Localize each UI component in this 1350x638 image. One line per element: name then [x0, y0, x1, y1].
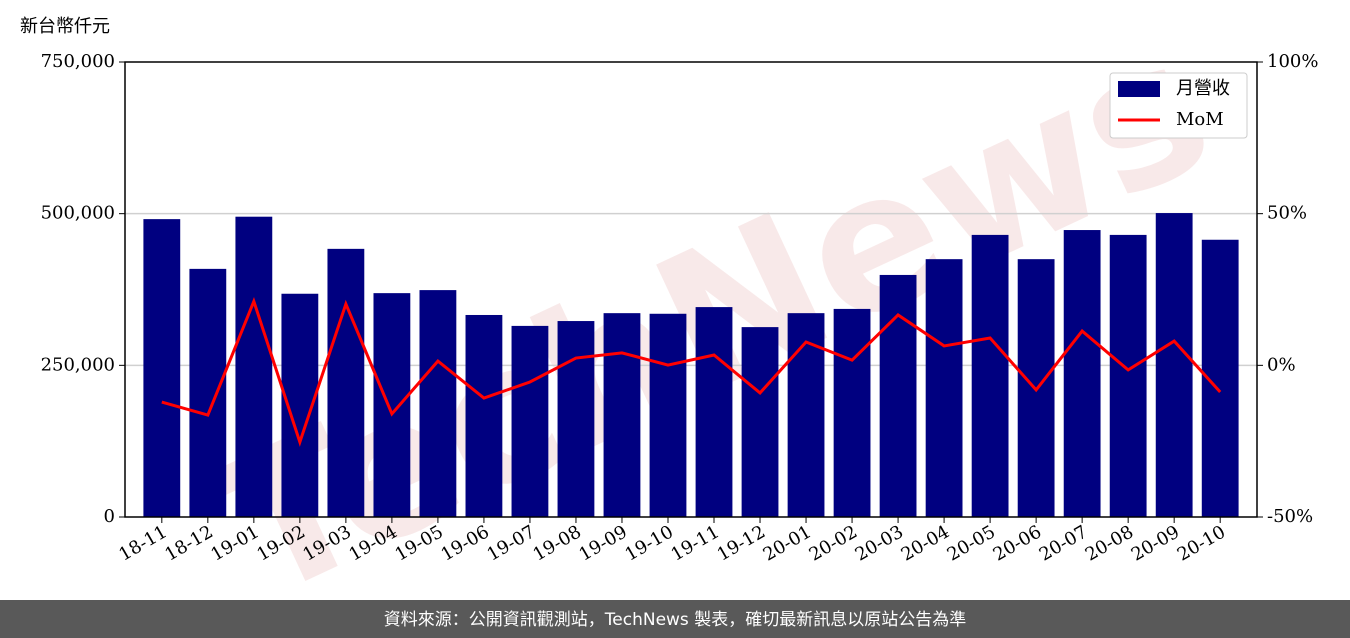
legend-label: 月營收 [1176, 78, 1230, 99]
y2-tick-label: -50% [1267, 506, 1313, 527]
bar [1155, 213, 1193, 517]
x-tick-label: 18-11 [115, 521, 170, 565]
bar [235, 216, 273, 517]
y-tick-label: 250,000 [41, 354, 115, 375]
y2-tick-label: 0% [1267, 354, 1296, 375]
x-tick-label: 20-03 [852, 521, 907, 565]
bar [603, 313, 641, 517]
y-tick-label: 750,000 [41, 51, 115, 72]
y2-tick-label: 100% [1267, 51, 1318, 72]
x-tick-label: 20-07 [1036, 521, 1091, 565]
x-tick-label: 19-11 [668, 521, 723, 565]
bar [189, 268, 227, 517]
bar [695, 307, 733, 517]
bar [465, 314, 503, 517]
legend-label: MoM [1176, 109, 1224, 130]
y-tick-label: 0 [104, 506, 115, 527]
source-note: 資料來源：公開資訊觀測站，TechNews 製表，確切最新訊息以原站公告為準 [384, 610, 966, 630]
x-tick-label: 20-06 [990, 521, 1045, 565]
y-axis-unit: 新台幣仟元 [20, 16, 110, 37]
x-tick-label: 20-10 [1174, 521, 1229, 565]
y2-tick-label: 50% [1267, 203, 1307, 224]
bar [971, 234, 1009, 517]
bar [1109, 234, 1147, 517]
legend-swatch [1118, 81, 1160, 97]
bar [649, 313, 687, 517]
mom-line [161, 296, 1222, 447]
x-tick-label: 20-05 [944, 521, 999, 565]
x-tick-label: 19-09 [576, 521, 631, 565]
bar [419, 290, 457, 517]
bar [741, 327, 779, 517]
x-tick-label: 20-02 [806, 521, 861, 565]
bar [373, 293, 411, 517]
bar [1063, 230, 1101, 517]
x-tick-label: 20-04 [898, 521, 953, 565]
bar [327, 248, 365, 517]
bar [925, 259, 963, 517]
x-tick-label: 18-12 [161, 521, 216, 565]
bar [511, 325, 549, 517]
bar [833, 308, 871, 517]
x-tick-label: 20-09 [1128, 521, 1183, 565]
footer-band [0, 600, 1350, 638]
x-tick-label: 20-01 [760, 521, 815, 565]
plot-frame [124, 61, 1258, 518]
bar [143, 219, 181, 518]
bar [879, 274, 917, 517]
x-tick-label: 19-08 [530, 521, 585, 565]
x-tick-label: 19-10 [622, 521, 677, 565]
bar [557, 321, 595, 517]
y-tick-label: 500,000 [41, 203, 115, 224]
x-tick-label: 20-08 [1082, 521, 1137, 565]
x-tick-label: 19-12 [714, 521, 769, 565]
